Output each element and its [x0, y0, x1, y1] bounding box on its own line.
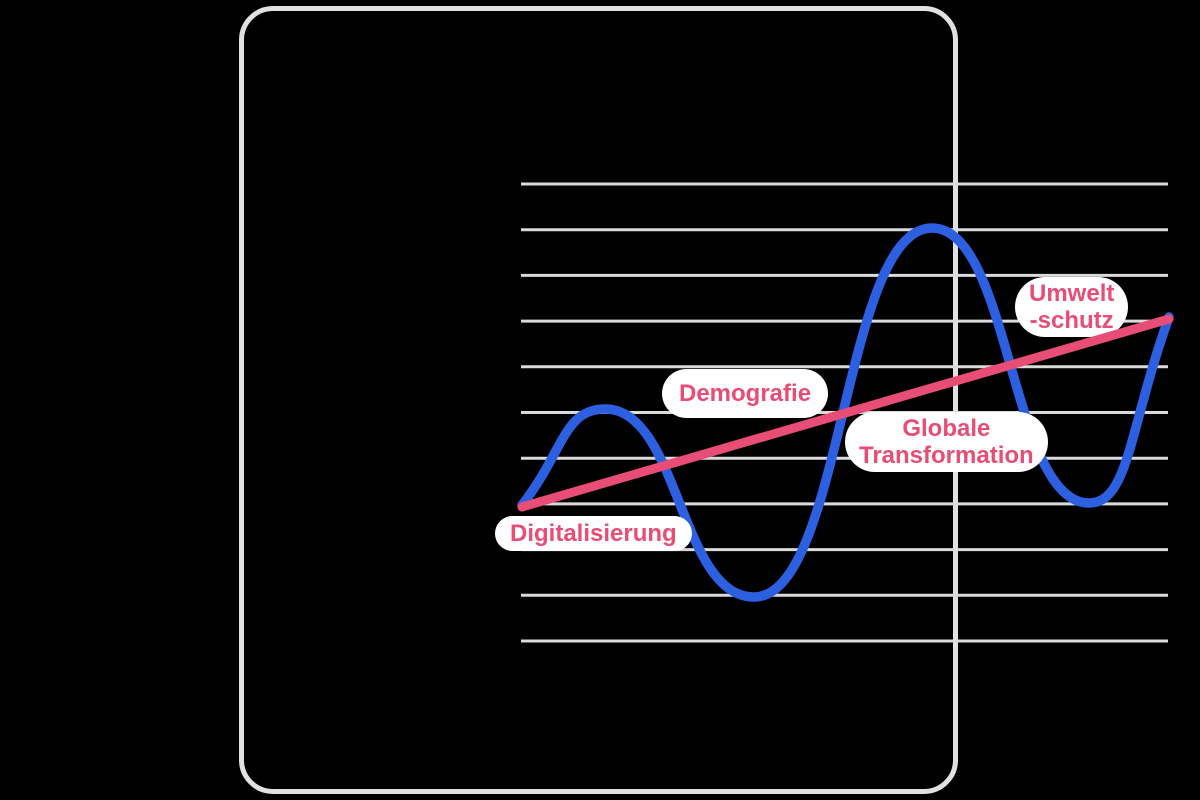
label-umweltschutz-line1: Umwelt	[1029, 280, 1115, 307]
label-globale-transformation: Globale Transformation	[845, 412, 1048, 472]
label-demografie: Demografie	[662, 369, 829, 418]
grid-lines	[521, 182, 1168, 643]
label-digitalisierung: Digitalisierung	[495, 516, 692, 551]
chart-card: Digitalisierung Demografie Globale Trans…	[239, 6, 1174, 794]
label-globale-line2: Transformation	[859, 442, 1034, 469]
label-umweltschutz-line2: -schutz	[1029, 307, 1114, 334]
label-umweltschutz: Umwelt -schutz	[1015, 277, 1129, 337]
label-demografie-text: Demografie	[679, 380, 812, 407]
label-globale-line1: Globale	[902, 415, 991, 442]
label-digitalisierung-text: Digitalisierung	[510, 520, 677, 547]
trend-line	[517, 314, 1174, 512]
